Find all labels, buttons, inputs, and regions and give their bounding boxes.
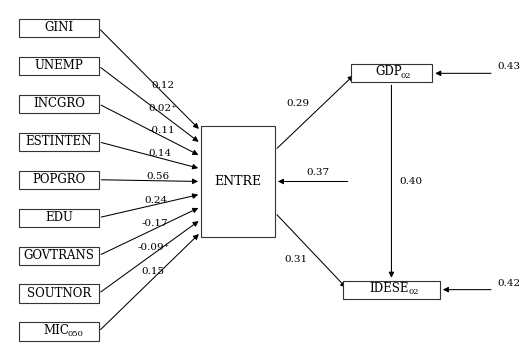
FancyBboxPatch shape bbox=[19, 95, 99, 113]
Text: MIC: MIC bbox=[43, 324, 69, 337]
Text: -0.09⁺: -0.09⁺ bbox=[137, 243, 170, 252]
FancyBboxPatch shape bbox=[19, 133, 99, 151]
FancyBboxPatch shape bbox=[19, 19, 99, 37]
Text: 0.56: 0.56 bbox=[147, 172, 170, 181]
Text: 0.14: 0.14 bbox=[149, 149, 172, 158]
Text: 0.02⁺: 0.02⁺ bbox=[148, 104, 177, 112]
Text: POPGRO: POPGRO bbox=[32, 173, 86, 186]
FancyBboxPatch shape bbox=[19, 247, 99, 265]
FancyBboxPatch shape bbox=[19, 171, 99, 189]
FancyBboxPatch shape bbox=[19, 209, 99, 227]
Text: SOUTNOR: SOUTNOR bbox=[27, 287, 91, 300]
FancyBboxPatch shape bbox=[19, 284, 99, 303]
Text: 0.15: 0.15 bbox=[141, 267, 164, 276]
FancyBboxPatch shape bbox=[201, 126, 275, 237]
FancyBboxPatch shape bbox=[19, 57, 99, 75]
Text: 050: 050 bbox=[68, 330, 84, 338]
Text: INCGRO: INCGRO bbox=[33, 97, 85, 110]
Text: ENTRE: ENTRE bbox=[215, 175, 262, 188]
Text: GOVTRANS: GOVTRANS bbox=[23, 249, 94, 262]
Text: EDU: EDU bbox=[45, 211, 73, 224]
Text: 0.43: 0.43 bbox=[498, 62, 521, 71]
Text: 0.29: 0.29 bbox=[286, 99, 309, 108]
Text: 0.31: 0.31 bbox=[284, 255, 308, 264]
Text: -0.17: -0.17 bbox=[141, 219, 168, 228]
Text: 0.12: 0.12 bbox=[151, 81, 174, 90]
Text: -0.11: -0.11 bbox=[148, 126, 175, 135]
Text: GINI: GINI bbox=[44, 21, 74, 35]
Text: IDESE: IDESE bbox=[369, 282, 409, 295]
FancyBboxPatch shape bbox=[351, 64, 432, 82]
Text: ESTINTEN: ESTINTEN bbox=[26, 135, 92, 148]
Text: 0.37: 0.37 bbox=[306, 168, 329, 177]
Text: 0.40: 0.40 bbox=[399, 177, 422, 186]
Text: 0.24: 0.24 bbox=[145, 195, 168, 205]
FancyBboxPatch shape bbox=[343, 281, 440, 299]
Text: UNEMP: UNEMP bbox=[34, 59, 84, 72]
Text: 0.42: 0.42 bbox=[498, 278, 521, 288]
Text: GDP: GDP bbox=[375, 66, 402, 78]
Text: 02: 02 bbox=[408, 288, 419, 297]
Text: 02: 02 bbox=[400, 72, 411, 80]
FancyBboxPatch shape bbox=[19, 323, 99, 341]
